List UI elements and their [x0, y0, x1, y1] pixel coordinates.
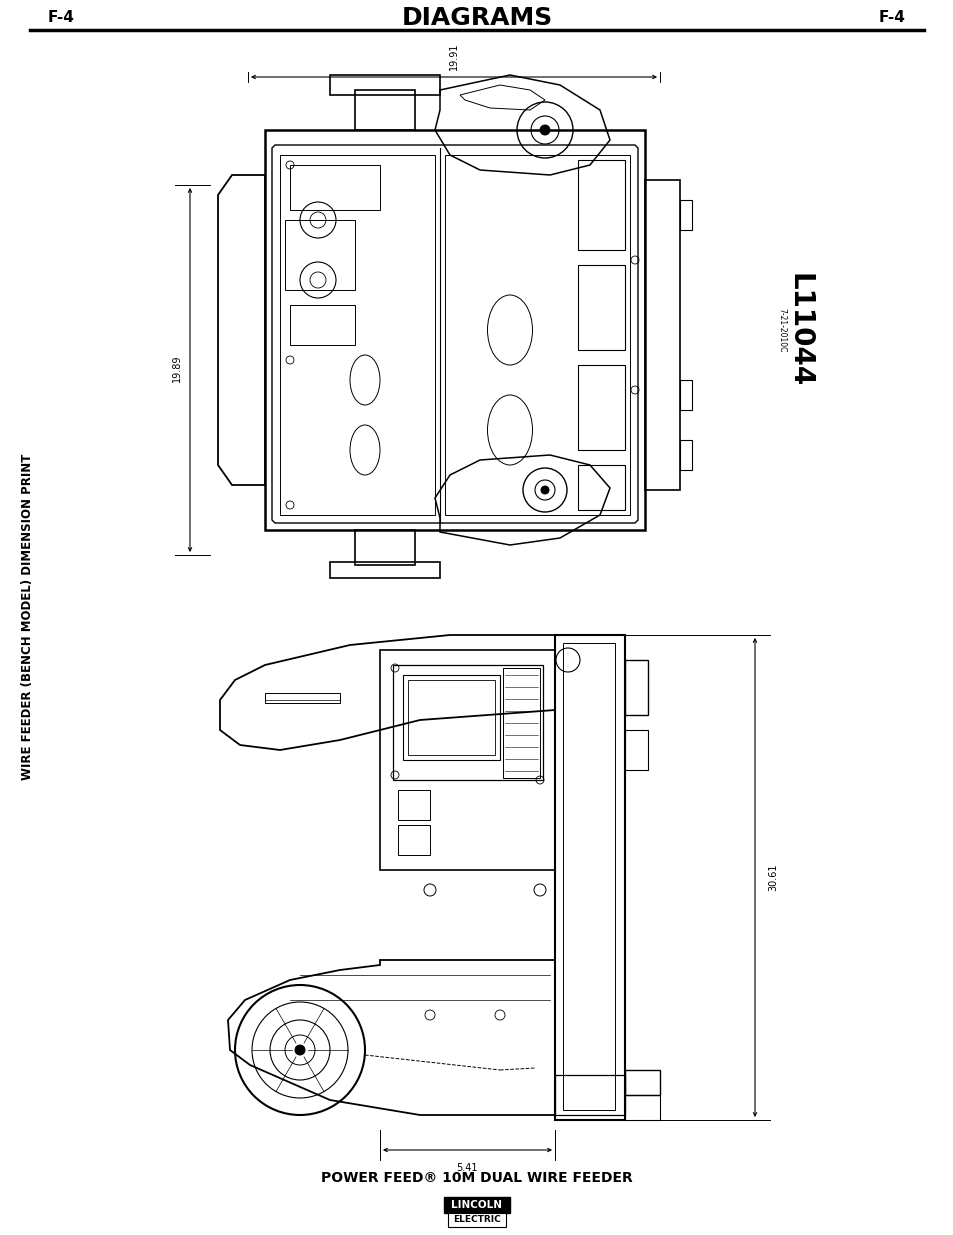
- Bar: [644, 180, 679, 490]
- Bar: [330, 75, 439, 95]
- Text: 5.41: 5.41: [456, 1163, 477, 1173]
- Bar: [379, 650, 555, 869]
- Text: POWER FEED® 10M DUAL WIRE FEEDER: POWER FEED® 10M DUAL WIRE FEEDER: [321, 1171, 632, 1186]
- Bar: [555, 635, 624, 1120]
- Bar: [397, 790, 430, 820]
- Bar: [679, 200, 691, 230]
- Text: F-4: F-4: [879, 11, 905, 26]
- Bar: [408, 680, 495, 755]
- Circle shape: [294, 1045, 305, 1055]
- Bar: [290, 305, 355, 345]
- Bar: [555, 1074, 624, 1115]
- Bar: [578, 266, 624, 350]
- Bar: [280, 156, 435, 515]
- Bar: [578, 466, 624, 510]
- Text: 7-21-2010C: 7-21-2010C: [777, 308, 785, 352]
- Bar: [624, 1070, 659, 1095]
- Text: WIRE FEEDER (BENCH MODEL) DIMENSION PRINT: WIRE FEEDER (BENCH MODEL) DIMENSION PRIN…: [22, 453, 34, 781]
- Bar: [679, 440, 691, 471]
- Bar: [443, 1197, 510, 1213]
- Text: 30.61: 30.61: [767, 863, 778, 890]
- Bar: [402, 676, 499, 760]
- Text: L11044: L11044: [785, 273, 813, 387]
- Bar: [265, 130, 644, 530]
- Text: F-4: F-4: [48, 11, 74, 26]
- Bar: [397, 825, 430, 855]
- Bar: [355, 90, 415, 130]
- Bar: [578, 366, 624, 450]
- Bar: [562, 643, 615, 1110]
- Bar: [448, 1213, 505, 1228]
- Circle shape: [539, 125, 550, 135]
- Bar: [265, 693, 339, 703]
- Bar: [290, 165, 379, 210]
- Circle shape: [540, 487, 548, 494]
- Bar: [624, 730, 647, 769]
- Bar: [502, 668, 539, 778]
- Text: 19.91: 19.91: [449, 42, 458, 70]
- Bar: [624, 1095, 659, 1120]
- Text: ELECTRIC: ELECTRIC: [453, 1215, 500, 1224]
- Bar: [679, 380, 691, 410]
- Bar: [285, 220, 355, 290]
- Bar: [624, 659, 647, 715]
- Bar: [578, 161, 624, 249]
- Bar: [444, 156, 629, 515]
- Text: 19.89: 19.89: [172, 354, 182, 382]
- Text: DIAGRAMS: DIAGRAMS: [401, 6, 552, 30]
- Bar: [393, 664, 542, 781]
- Bar: [330, 562, 439, 578]
- Bar: [355, 530, 415, 564]
- Text: LINCOLN: LINCOLN: [451, 1200, 502, 1210]
